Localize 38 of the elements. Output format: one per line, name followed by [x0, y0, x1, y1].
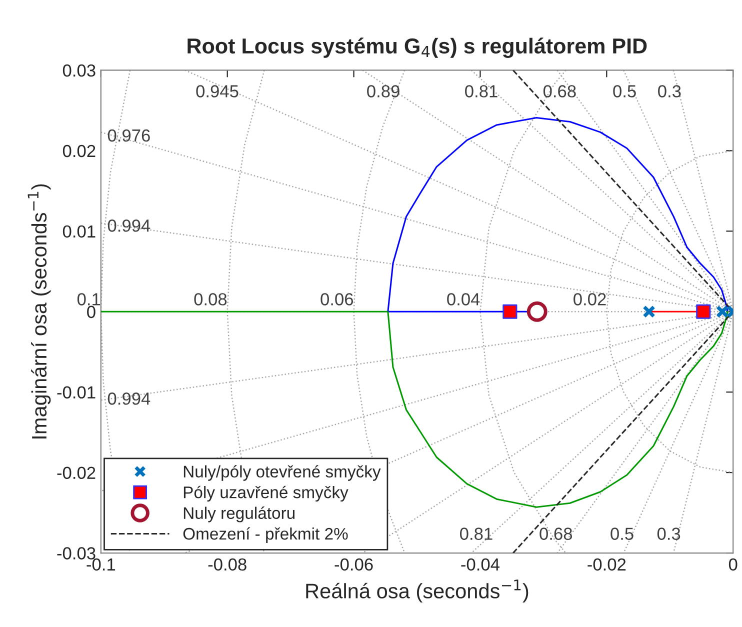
x-tick-label: -0.08	[208, 558, 246, 571]
y-tick-label: 0	[87, 306, 96, 318]
y-tick-label: -0.01	[57, 386, 96, 399]
annotation: 0.5	[610, 528, 634, 540]
annotation: 0.976	[108, 129, 150, 142]
legend-label: Nuly regulátoru	[184, 506, 294, 522]
y-tick-label: 0.03	[62, 64, 96, 77]
x-tick-label: 0	[728, 558, 738, 571]
legend-label: Póly uzavřené smyčky	[184, 486, 348, 502]
annotation: 0.04	[447, 293, 480, 306]
annotation: 0.89	[367, 85, 400, 98]
annotation: 0.08	[194, 293, 227, 306]
annotation: 0.3	[657, 528, 680, 540]
y-tick-label: -0.03	[57, 547, 96, 560]
annotation: 0.5	[613, 85, 636, 98]
annotation: 0.945	[196, 85, 238, 98]
x-tick-label: -0.06	[334, 558, 373, 571]
annotation: 0.06	[320, 293, 354, 306]
annotation: 0.994	[108, 392, 150, 405]
y-axis-title: Imaginární osa (seconds$^{−1}$)	[28, 184, 51, 438]
chart-title: Root Locus systému G$_{4}$(s) s regulátorem PID	[188, 38, 647, 58]
annotation: 0.68	[543, 85, 576, 98]
legend-label: Nuly/póly otevřené smyčky	[184, 465, 381, 481]
y-tick-label: -0.02	[57, 466, 96, 480]
y-tick-label: 0.01	[62, 225, 96, 238]
annotation: 0.68	[540, 528, 572, 540]
legend-label: Omezení - překmit 2%	[183, 527, 348, 544]
annotation: 0.1	[77, 293, 100, 306]
annotation: 0.81	[460, 528, 492, 540]
annotation: 0.02	[574, 293, 606, 306]
x-tick-label: -0.04	[461, 558, 500, 571]
annotation: 0.994	[108, 219, 150, 232]
x-tick-label: -0.1	[86, 558, 116, 571]
annotation: 0.3	[658, 85, 681, 98]
annotation: 0.81	[465, 85, 498, 98]
x-axis-title: Reálná osa (seconds$^{−1}$)	[306, 580, 528, 603]
y-tick-label: 0.02	[62, 144, 96, 158]
x-tick-label: -0.02	[588, 558, 626, 571]
